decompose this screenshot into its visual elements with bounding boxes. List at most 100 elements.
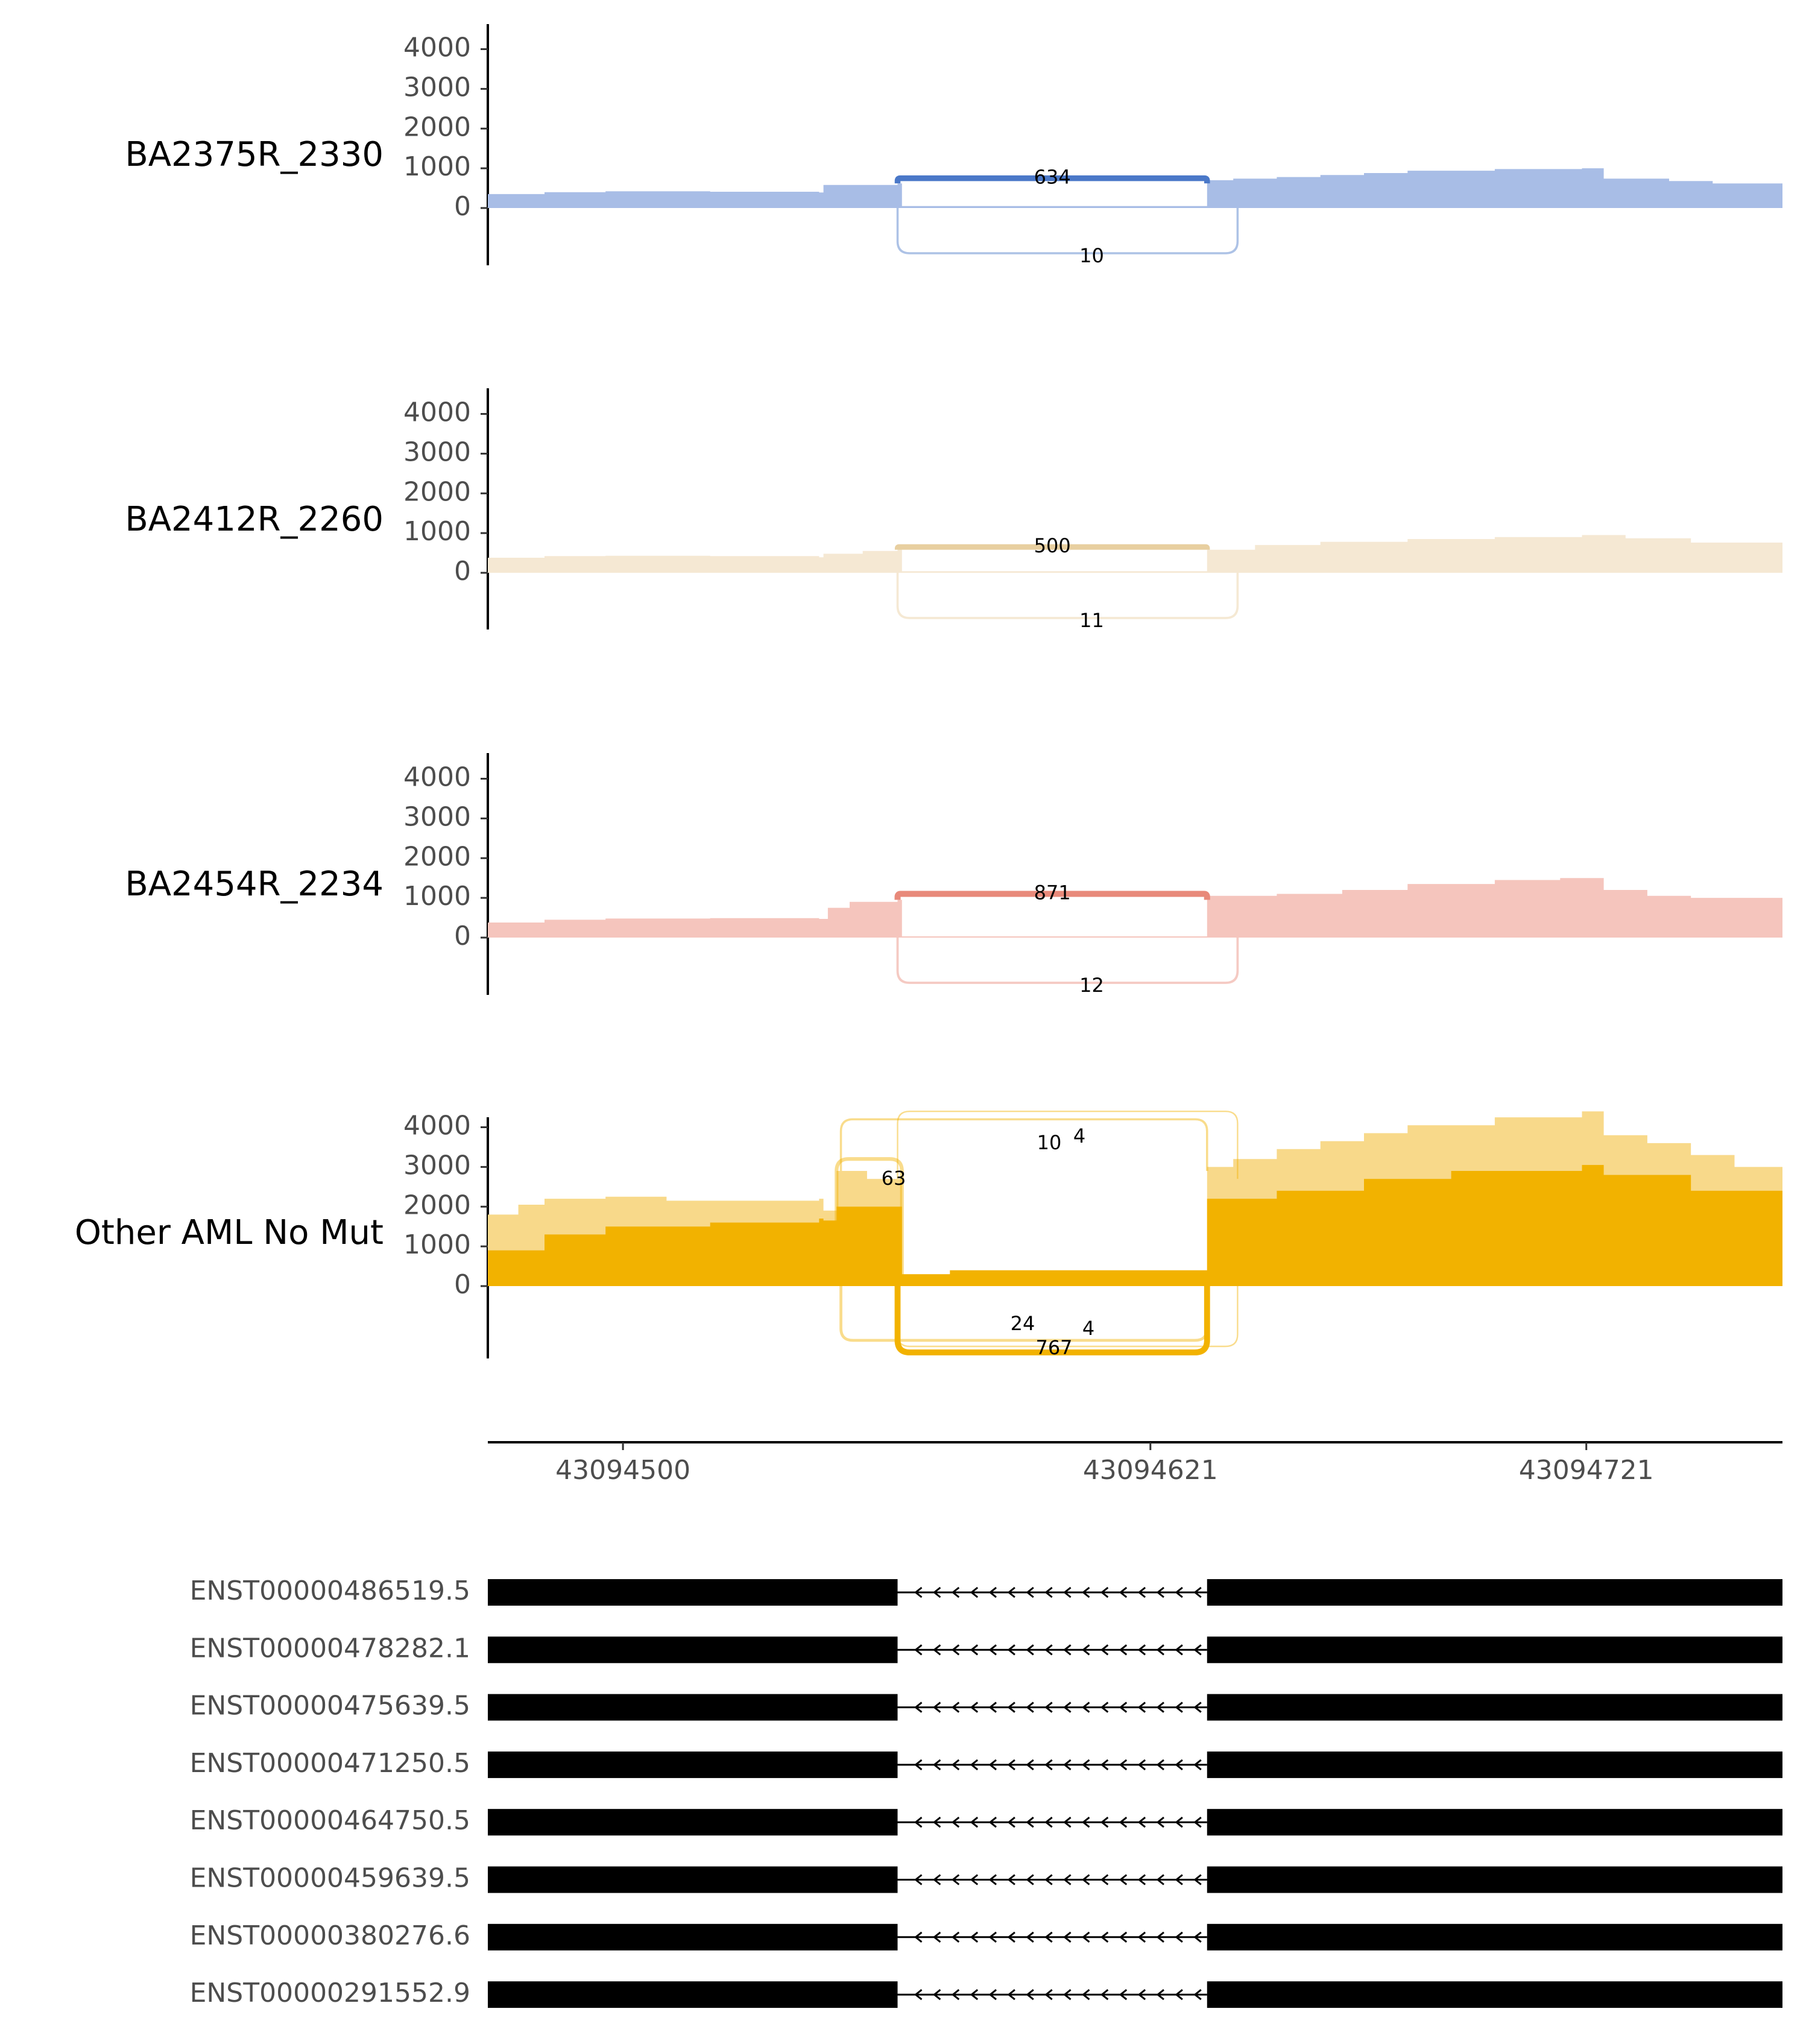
junction-arc xyxy=(894,175,1210,184)
strand-chevron xyxy=(988,1989,997,2001)
transcript-row: ENST00000478282.1 xyxy=(190,1633,1782,1664)
strand-chevron xyxy=(1026,1586,1034,1598)
strand-chevron xyxy=(1156,1931,1164,1943)
strand-chevron xyxy=(988,1759,997,1771)
strand-chevron xyxy=(970,1817,979,1828)
exon-block xyxy=(488,1981,898,2008)
strand-chevron xyxy=(1026,1874,1034,1885)
junction-arc xyxy=(896,938,1239,984)
exon-block xyxy=(1207,1866,1782,1893)
strand-chevron xyxy=(1156,1817,1164,1828)
strand-chevron xyxy=(1193,1817,1202,1828)
transcript-row: ENST00000291552.9 xyxy=(190,1978,1782,2008)
strand-chevron xyxy=(914,1759,923,1771)
y-tick-label: 2000 xyxy=(403,112,471,142)
y-tick-label: 4000 xyxy=(403,397,471,428)
strand-chevron xyxy=(1026,1702,1034,1713)
strand-chevron xyxy=(1063,1759,1072,1771)
strand-chevron xyxy=(951,1874,960,1885)
strand-chevron xyxy=(914,1989,923,2001)
transcript-label: ENST00000459639.5 xyxy=(190,1863,470,1894)
junction-label: 12 xyxy=(1079,974,1104,997)
junction-label: 10 xyxy=(1037,1131,1062,1154)
exon-block xyxy=(488,1866,898,1893)
y-tick-label: 3000 xyxy=(403,437,471,467)
coverage-area-overlay xyxy=(488,1165,1782,1286)
strand-chevron xyxy=(1063,1817,1072,1828)
x-tick-label: 43094721 xyxy=(1519,1455,1654,1486)
strand-chevron xyxy=(1119,1644,1128,1656)
strand-chevron xyxy=(1044,1586,1053,1598)
y-tick-label: 0 xyxy=(454,921,471,951)
exon-block xyxy=(1207,1923,1782,1951)
strand-chevron xyxy=(970,1702,979,1713)
transcript-label: ENST00000471250.5 xyxy=(190,1748,470,1779)
strand-chevron xyxy=(1100,1644,1109,1656)
exon-block xyxy=(488,1694,898,1721)
strand-chevron xyxy=(1175,1931,1183,1943)
strand-chevron xyxy=(1044,1702,1053,1713)
junction-arc xyxy=(896,573,1239,619)
junction-arc xyxy=(835,1157,904,1281)
transcript-row: ENST00000464750.5 xyxy=(190,1805,1782,1836)
strand-chevron xyxy=(970,1874,979,1885)
coverage-area xyxy=(488,168,1782,208)
strand-chevron xyxy=(1007,1874,1015,1885)
strand-chevron xyxy=(1119,1817,1128,1828)
strand-chevron xyxy=(1193,1586,1202,1598)
track-label: BA2454R_2234 xyxy=(125,865,384,904)
exon-block xyxy=(1207,1981,1782,2008)
strand-chevron xyxy=(1082,1931,1090,1943)
strand-chevron xyxy=(1100,1874,1109,1885)
strand-chevron xyxy=(988,1817,997,1828)
strand-chevron xyxy=(1175,1702,1183,1713)
strand-chevron xyxy=(951,1702,960,1713)
track-1: BA2375R_2330 0 1000 2000 3000 4000 xyxy=(125,24,1782,265)
strand-chevron xyxy=(933,1931,941,1943)
junction-label: 767 xyxy=(1035,1336,1072,1359)
strand-chevron xyxy=(1026,1989,1034,2001)
transcript-label: ENST00000478282.1 xyxy=(190,1633,470,1664)
exon-block xyxy=(488,1751,898,1778)
strand-chevron xyxy=(1193,1702,1202,1713)
y-tick-label: 1000 xyxy=(403,1229,471,1260)
exon-block xyxy=(1207,1751,1782,1778)
exon-block xyxy=(1207,1579,1782,1606)
strand-chevron xyxy=(1175,1817,1183,1828)
strand-chevron xyxy=(1007,1702,1015,1713)
strand-chevron xyxy=(1119,1989,1128,2001)
strand-chevron xyxy=(988,1874,997,1885)
strand-chevron xyxy=(1082,1759,1090,1771)
coverage-tracks: BA2375R_23300100020003000400063410BA2412… xyxy=(75,24,1782,1359)
strand-chevron xyxy=(1156,1702,1164,1713)
strand-chevron xyxy=(951,1989,960,2001)
strand-chevron xyxy=(1100,1702,1109,1713)
exon-block xyxy=(488,1923,898,1951)
strand-chevron xyxy=(933,1759,941,1771)
exon-block xyxy=(1207,1694,1782,1721)
strand-chevron xyxy=(970,1989,979,2001)
strand-chevron xyxy=(1082,1817,1090,1828)
strand-chevron xyxy=(970,1931,979,1943)
track-label: BA2412R_2260 xyxy=(125,500,384,539)
coverage-area xyxy=(488,535,1782,573)
genomic-x-axis: 43094500 43094621 43094721 xyxy=(488,1441,1782,1486)
strand-chevron xyxy=(914,1586,923,1598)
strand-chevron xyxy=(970,1644,979,1656)
junction-label: 10 xyxy=(1079,244,1104,267)
strand-chevron xyxy=(1063,1644,1072,1656)
strand-chevron xyxy=(914,1931,923,1943)
strand-chevron xyxy=(1193,1931,1202,1943)
transcript-row: ENST00000459639.5 xyxy=(190,1863,1782,1894)
y-tick-label: 3000 xyxy=(403,72,471,103)
y-tick-label: 2000 xyxy=(403,476,471,507)
transcript-row: ENST00000486519.5 xyxy=(190,1576,1782,1606)
strand-chevron xyxy=(1119,1586,1128,1598)
transcript-row: ENST00000380276.6 xyxy=(190,1920,1782,1951)
strand-chevron xyxy=(1044,1817,1053,1828)
x-tick-label: 43094500 xyxy=(555,1455,690,1486)
strand-chevron xyxy=(951,1759,960,1771)
strand-chevron xyxy=(988,1644,997,1656)
strand-chevron xyxy=(1137,1817,1146,1828)
junction-label: 500 xyxy=(1034,534,1071,557)
